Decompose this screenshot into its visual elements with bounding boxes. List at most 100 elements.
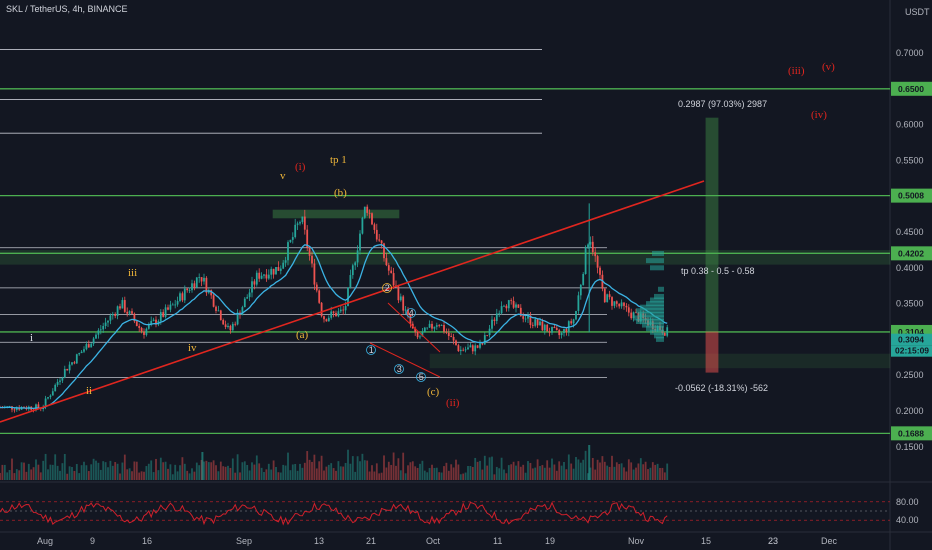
candle-body [366, 206, 369, 213]
volume-bar [234, 472, 237, 480]
candle-body [438, 325, 441, 326]
candle-body [75, 354, 78, 364]
candle-body [116, 306, 119, 316]
volume-bar [476, 461, 479, 480]
candle-body [416, 332, 419, 338]
volume-bar [126, 469, 129, 480]
wedge-upper [387, 302, 441, 353]
volume-bar [42, 460, 45, 480]
y-axis-tick: 0.4000 [896, 263, 924, 273]
volume-bar [615, 462, 618, 480]
volume-bar [227, 465, 229, 480]
volume-bar [507, 465, 510, 480]
candle-body [623, 302, 625, 306]
volume-bar [87, 471, 90, 480]
candle-body [354, 262, 357, 266]
volume-bar-spike [201, 452, 204, 480]
volume-bar [195, 462, 198, 480]
candle-body [603, 288, 606, 303]
candle-body [80, 351, 83, 354]
candle-body [56, 381, 59, 385]
volume-bar [603, 461, 606, 480]
volume-bar [301, 467, 304, 480]
volume-bar [459, 474, 462, 480]
volume-bar [479, 460, 481, 480]
volume-bar [44, 453, 47, 480]
volume-bar [289, 470, 292, 480]
volume-bar [491, 456, 493, 480]
candle-body [97, 330, 100, 335]
volume-bar [455, 459, 457, 480]
candle-body [579, 284, 582, 296]
candle-body [90, 343, 93, 348]
candle-body [143, 331, 145, 335]
volume-bar [159, 457, 162, 480]
volume-bar [529, 462, 532, 480]
volume-profile-bar [654, 333, 664, 339]
candle-body [306, 229, 309, 248]
wave-count-circle [416, 372, 426, 382]
candle-body [272, 268, 275, 275]
candle-body [570, 321, 573, 324]
candle-body [572, 319, 575, 324]
volume-bar [632, 469, 635, 480]
candle-body [111, 314, 114, 316]
volume-bar [656, 463, 659, 480]
price-tag-last-text: 0.3094 [898, 335, 924, 345]
volume-bar [35, 459, 37, 480]
volume-bar [174, 464, 177, 480]
volume-bar [73, 471, 76, 480]
candle-body [279, 268, 282, 271]
volume-bar [248, 470, 251, 480]
volume-bar [121, 462, 124, 480]
volume-bar [548, 467, 551, 480]
volume-bar [315, 468, 318, 480]
volume-bar [32, 467, 35, 480]
candle-body [176, 301, 179, 305]
support-zone [429, 353, 891, 369]
volume-bar [25, 471, 28, 480]
volume-bar [99, 469, 102, 480]
volume-bar [0, 472, 1, 480]
candle-body [560, 333, 563, 336]
candle-body [587, 244, 589, 248]
volume-bar [630, 462, 633, 480]
volume-bar [627, 459, 630, 480]
chart-symbol-title[interactable]: SKL / TetherUS, 4h, BINANCE [6, 4, 128, 14]
volume-bar [654, 464, 657, 480]
candle-body [311, 255, 313, 264]
volume-profile-bar [634, 315, 664, 321]
candle-body [527, 315, 529, 319]
volume-profile-bar [654, 293, 664, 299]
candle-body [390, 270, 393, 274]
candle-body [73, 362, 76, 364]
volume-profile-bar [646, 326, 664, 332]
candle-body [63, 368, 66, 378]
candle-body [486, 335, 489, 336]
volume-bar [239, 472, 241, 480]
volume-bar [438, 472, 441, 480]
volume-bar [354, 471, 357, 480]
volume-bar [618, 464, 621, 480]
price-tag-level-text: 0.5008 [898, 191, 924, 201]
candle-body [471, 345, 474, 352]
volume-bar [375, 463, 378, 480]
candle-body [85, 344, 88, 350]
candle-body [49, 395, 52, 398]
volume-bar [498, 468, 501, 480]
volume-bar [164, 461, 167, 480]
candle-body [234, 323, 237, 325]
candle-body [371, 213, 373, 225]
candle-body [299, 222, 301, 224]
volume-bar [85, 465, 88, 480]
x-axis-tick: Aug [37, 536, 53, 546]
volume-bar [210, 462, 213, 480]
candle-body [301, 216, 304, 223]
volume-bar [330, 463, 333, 480]
candle-body [428, 323, 431, 328]
volume-bar [659, 467, 661, 480]
volume-profile-bar [656, 336, 664, 342]
candle-body [481, 343, 484, 345]
volume-bar [551, 458, 553, 480]
